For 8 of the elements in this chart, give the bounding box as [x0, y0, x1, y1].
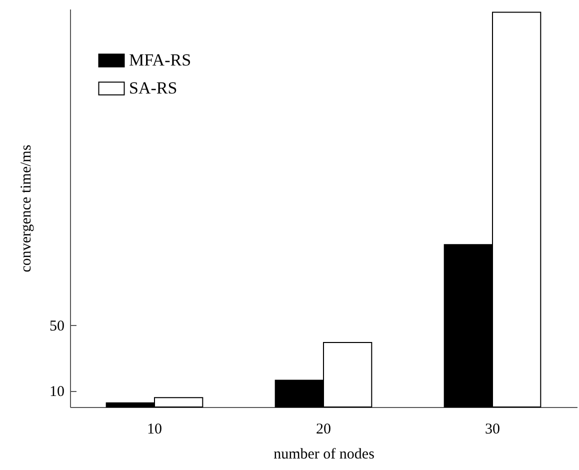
- y-tick-label: 50: [50, 318, 64, 334]
- x-tick-label: 10: [147, 422, 162, 438]
- y-axis-title: convergence time/ms: [18, 144, 34, 272]
- x-tick-label: 30: [485, 422, 500, 438]
- legend-label: MFA-RS: [129, 50, 192, 70]
- legend-label: SA-RS: [129, 78, 178, 98]
- x-tick-label: 20: [316, 422, 331, 438]
- x-axis-title: number of nodes: [274, 446, 375, 462]
